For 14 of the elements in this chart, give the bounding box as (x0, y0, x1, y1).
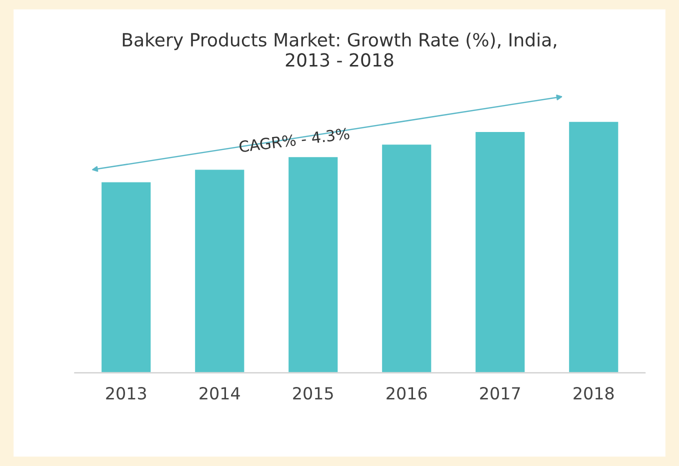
x-tick-label: 2015 (293, 386, 333, 400)
bar (568, 120, 620, 373)
bar (287, 156, 340, 373)
bar (100, 180, 152, 373)
x-tick-label: 2014 (200, 386, 240, 400)
bar (380, 143, 433, 373)
x-tick-label: 2016 (386, 386, 427, 400)
annotation: CAGR% - 4.3% (238, 128, 350, 152)
chart-title: Bakery Products Market: Growth Rate (%), India, 2013 - 2018 (122, 32, 556, 67)
x-tick-label: 2013 (106, 386, 146, 400)
x-tick-label: 2017 (480, 386, 520, 400)
x-tick-label: 2018 (574, 386, 614, 400)
bar (194, 168, 246, 373)
bar (474, 130, 526, 373)
